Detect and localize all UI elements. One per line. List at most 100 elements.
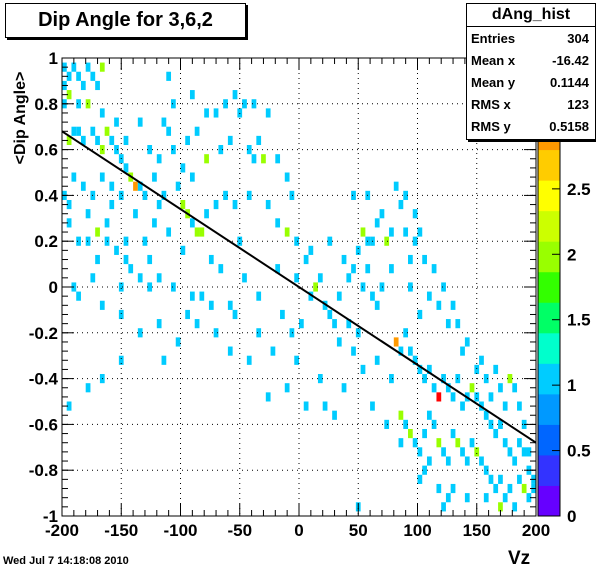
palette-segment — [538, 363, 560, 395]
heatmap-cell — [152, 172, 157, 182]
heatmap-cell — [99, 62, 105, 72]
heatmap-cell — [384, 236, 390, 246]
heatmap-cell — [441, 374, 446, 384]
heatmap-cell — [189, 218, 195, 228]
heatmap-cell — [251, 99, 257, 109]
heatmap-cell — [327, 309, 333, 320]
heatmap-cell — [488, 474, 494, 484]
heatmap-cell — [76, 99, 81, 109]
heatmap-cell — [194, 126, 200, 136]
x-tick-label: 100 — [403, 521, 431, 540]
heatmap-cell — [417, 447, 423, 457]
heatmap-cell — [156, 273, 162, 283]
heatmap-cell — [412, 355, 418, 365]
heatmap-cell — [317, 374, 323, 384]
x-tick-label: -50 — [227, 521, 252, 540]
z-tick-label: 0 — [567, 507, 576, 526]
heatmap-cell — [114, 117, 119, 127]
palette-segment — [538, 180, 560, 212]
stats-row: RMS y 0.5158 — [467, 115, 595, 137]
z-tick-label: 2.5 — [567, 180, 591, 199]
heatmap-cell — [71, 172, 77, 182]
palette-segment — [538, 271, 560, 303]
heatmap-cell — [232, 90, 238, 100]
heatmap-cell — [90, 273, 96, 283]
heatmap-cell — [389, 264, 394, 274]
heatmap-cell — [483, 465, 489, 475]
heatmap-cell — [498, 474, 503, 484]
heatmap-cell — [85, 62, 91, 72]
heatmap-cell — [332, 319, 337, 329]
stats-name: dAng_hist — [467, 4, 595, 27]
stats-row: Mean x -16.42 — [467, 49, 595, 71]
heatmap-cell — [66, 199, 72, 210]
heatmap-cell — [469, 438, 475, 448]
heatmap-cell — [99, 108, 105, 118]
heatmap-cell — [450, 392, 456, 402]
stats-label: RMS y — [471, 118, 511, 134]
heatmap-cell — [455, 438, 461, 448]
heatmap-cell — [398, 346, 404, 356]
heatmap-cell — [422, 465, 427, 475]
heatmap-cell — [80, 181, 86, 191]
heatmap-cell — [137, 273, 143, 283]
heatmap-cell — [464, 456, 470, 466]
heatmap-cell — [483, 493, 489, 503]
stats-box: dAng_hist Entries 304 Mean x -16.42 Mean y 0.… — [466, 3, 596, 140]
heatmap-cell — [208, 254, 214, 265]
heatmap-cell — [237, 108, 243, 118]
heatmap-cell — [265, 108, 271, 118]
heatmap-cell — [408, 346, 413, 356]
heatmap-cell — [185, 135, 190, 146]
heatmap-cell — [66, 71, 72, 81]
heatmap-cell — [374, 355, 380, 365]
heatmap-cell — [109, 135, 115, 146]
heatmap-cell — [403, 419, 409, 429]
heatmap-cell — [76, 126, 81, 136]
heatmap-cell — [412, 209, 418, 219]
heatmap-cell — [232, 199, 238, 210]
heatmap-cell — [104, 218, 110, 228]
heatmap-cell — [403, 328, 409, 338]
heatmap-cell — [403, 227, 409, 237]
heatmap-cell — [521, 447, 527, 457]
heatmap-cell — [431, 383, 437, 393]
heatmap-cell — [502, 438, 508, 448]
x-tick-label: 150 — [463, 521, 491, 540]
heatmap-cell — [156, 154, 162, 164]
z-tick-label: 2 — [567, 245, 576, 264]
heatmap-cell — [493, 364, 499, 375]
heatmap-cell — [95, 80, 100, 91]
heatmap-cell — [142, 190, 148, 200]
stats-label: Mean x — [471, 52, 516, 68]
stats-row: RMS x 123 — [467, 93, 595, 115]
heatmap-cell — [256, 291, 262, 301]
heatmap-cell — [137, 117, 143, 127]
heatmap-cell — [71, 126, 77, 136]
heatmap-cell — [474, 392, 480, 402]
heatmap-cell — [85, 209, 91, 219]
heatmap-cell — [422, 374, 427, 384]
heatmap-cell — [346, 273, 352, 283]
chart-title: Dip Angle for 3,6,2 — [5, 3, 246, 38]
heatmap-cell — [403, 190, 409, 200]
heatmap-cell — [483, 374, 489, 384]
heatmap-cell — [398, 410, 404, 420]
heatmap-cell — [488, 392, 494, 402]
heatmap-cell — [242, 273, 247, 283]
heatmap-cell — [152, 218, 157, 228]
heatmap-cell — [441, 502, 446, 512]
y-tick-label: -0.2 — [29, 324, 58, 343]
heatmap-cell — [412, 438, 418, 448]
heatmap-cell — [218, 264, 224, 274]
heatmap-cell — [137, 181, 143, 191]
y-tick-label: -0.8 — [29, 461, 58, 480]
heatmap-cell — [161, 190, 167, 200]
heatmap-cell — [422, 254, 427, 265]
heatmap-cell — [227, 300, 233, 310]
heatmap-cell — [422, 428, 427, 439]
heatmap-cell — [76, 71, 81, 81]
x-tick-label: -100 — [163, 521, 197, 540]
heatmap-cell — [251, 154, 257, 164]
heatmap-cell — [99, 172, 105, 182]
